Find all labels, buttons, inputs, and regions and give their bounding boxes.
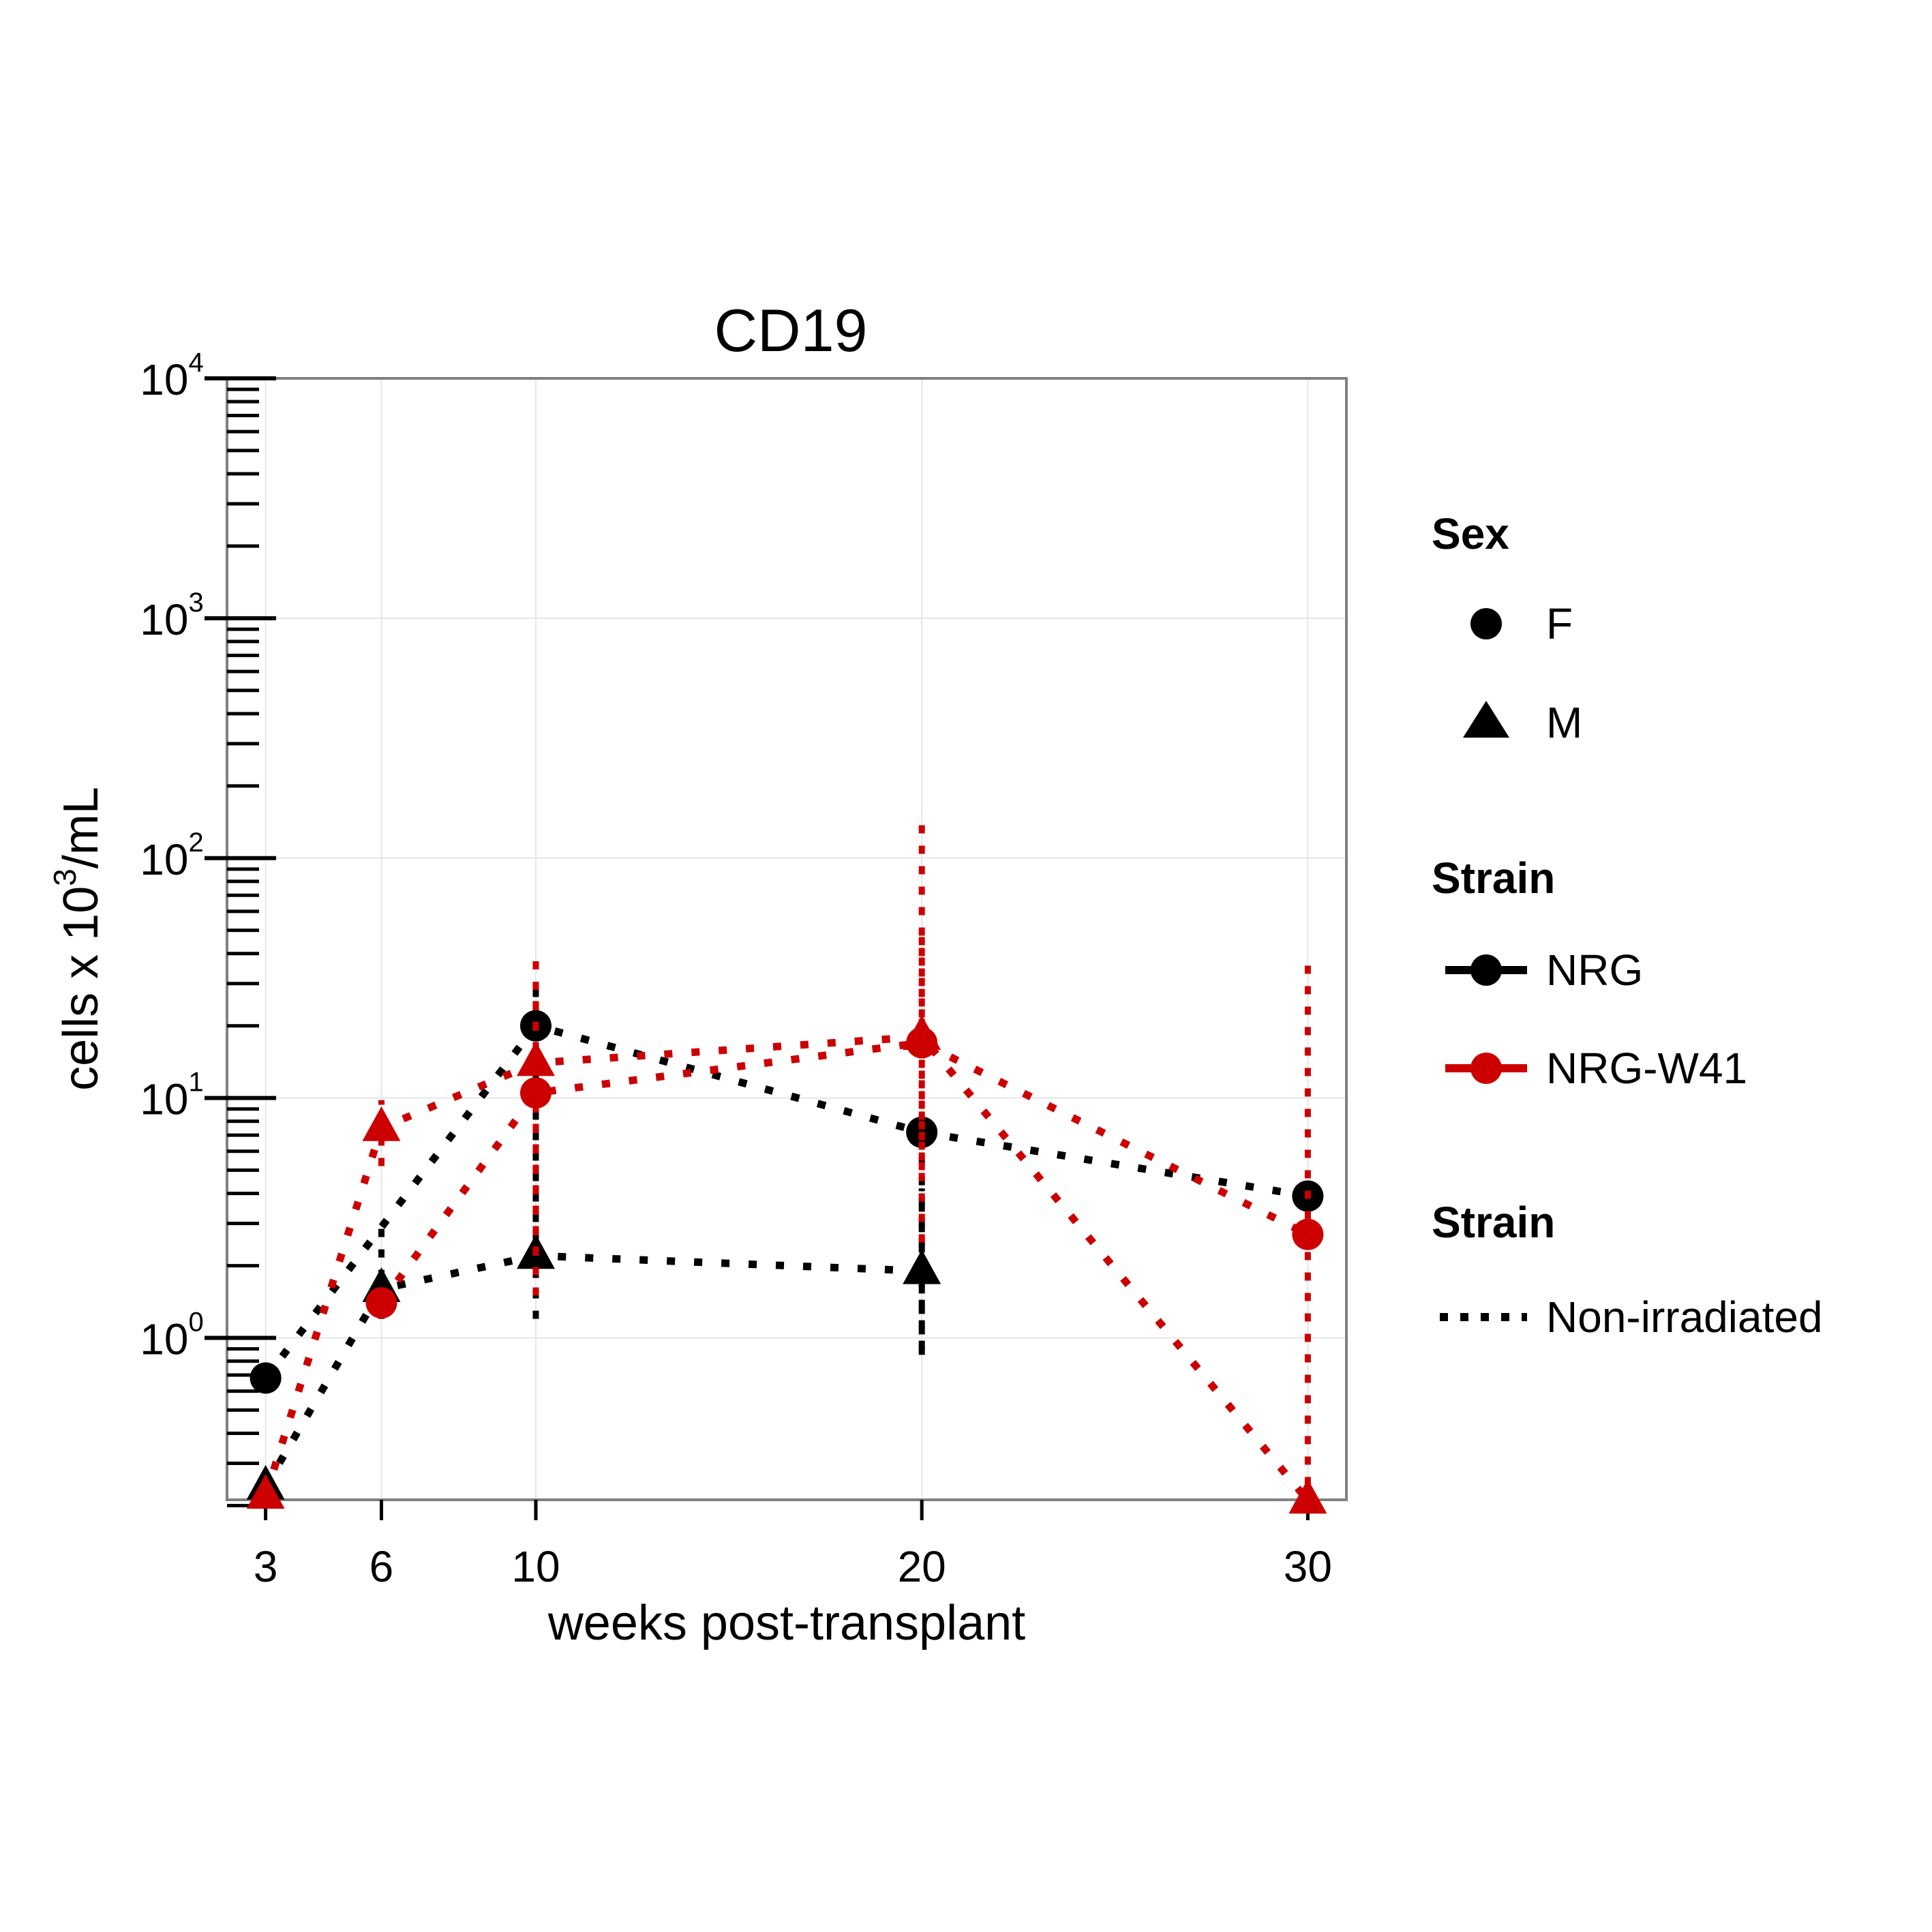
data-point-triangle [903, 1015, 941, 1051]
data-point-circle [365, 1287, 397, 1319]
y-tick-label: 101 [140, 1068, 203, 1124]
legend-key-circle [1470, 608, 1502, 639]
series-line [262, 1033, 1311, 1503]
series-NRG-W41-M [246, 930, 1327, 1514]
x-tick-label: 3 [254, 1542, 278, 1591]
y-tick-label: 104 [140, 348, 203, 404]
legend-item-label: M [1546, 698, 1582, 747]
y-axis-label: cells x 103/mL [47, 787, 108, 1091]
legend-item-label: Non-irradiated [1546, 1293, 1823, 1342]
legend-item-label: F [1546, 599, 1573, 648]
axes: 100 101 102 103 104 3 6 10 20 30 [140, 348, 1332, 1591]
data-point-triangle [1288, 1479, 1327, 1514]
y-axis-label-base: cells x 10 [54, 886, 108, 1091]
grid-lines [227, 378, 1346, 1500]
y-axis-label-unit: /mL [54, 787, 108, 869]
legend-title: Sex [1432, 509, 1509, 558]
legend-title: Strain [1432, 1198, 1555, 1247]
data-series [246, 815, 1327, 1514]
data-point-triangle [362, 1106, 401, 1141]
x-tick-label: 20 [898, 1542, 946, 1591]
x-axis-label: weeks post-transplant [547, 1596, 1025, 1650]
plot-panel [226, 377, 1348, 1501]
series-line [262, 1252, 922, 1489]
legend-key-triangle [1463, 701, 1509, 738]
series-line [262, 1021, 1309, 1380]
data-point-circle [1292, 1218, 1324, 1250]
chart-title: CD19 [714, 297, 868, 364]
x-tick-label: 30 [1284, 1542, 1332, 1591]
x-tick-label: 10 [511, 1542, 560, 1591]
legend-item-label: NRG-W41 [1546, 1044, 1747, 1093]
y-tick-label: 102 [140, 828, 203, 884]
data-point-circle [250, 1362, 282, 1394]
series-NRG-W41-F [365, 815, 1324, 1506]
y-tick-label: 103 [140, 588, 203, 644]
legend: Sex F M Strain NRG NRG-W41 Strain Non-irradiate… [1432, 509, 1823, 1342]
x-tick-label: 6 [369, 1542, 394, 1591]
y-tick-label: 100 [140, 1308, 203, 1364]
y-axis-label-exp: 3 [47, 869, 82, 886]
series-NRG-F [250, 983, 1324, 1394]
legend-key-circle [1470, 954, 1502, 986]
data-point-triangle [903, 1249, 941, 1284]
data-point-triangle [516, 1041, 555, 1076]
legend-title: Strain [1432, 854, 1555, 903]
data-point-circle [519, 1077, 552, 1109]
legend-item-label: NRG [1546, 946, 1643, 995]
legend-key-circle [1470, 1053, 1502, 1084]
data-point-triangle [246, 1474, 285, 1509]
